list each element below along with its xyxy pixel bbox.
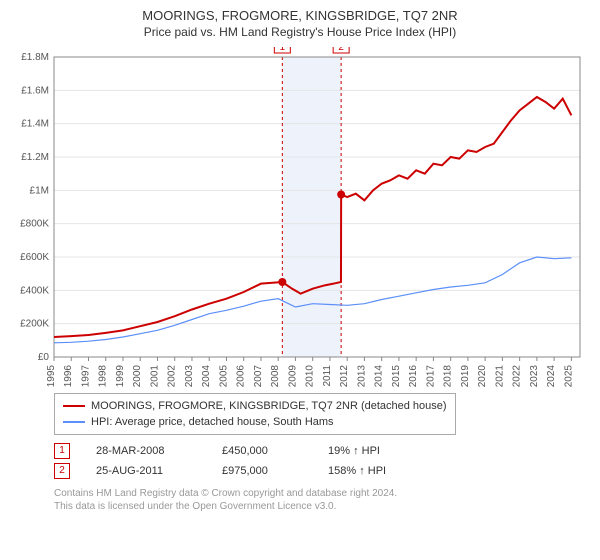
svg-text:2015: 2015 [391, 365, 402, 387]
svg-text:£1.4M: £1.4M [21, 119, 49, 130]
sale-diff: 158% ↑ HPI [328, 461, 428, 481]
svg-text:2004: 2004 [201, 365, 212, 387]
svg-text:£1.8M: £1.8M [21, 52, 49, 63]
svg-text:2011: 2011 [322, 365, 333, 387]
sale-price: £975,000 [222, 461, 302, 481]
svg-text:£800K: £800K [20, 219, 49, 230]
sale-row: 1 28-MAR-2008 £450,000 19% ↑ HPI [54, 441, 590, 461]
svg-text:2025: 2025 [563, 365, 574, 387]
svg-text:2007: 2007 [253, 365, 264, 387]
svg-text:2: 2 [338, 47, 344, 53]
legend: MOORINGS, FROGMORE, KINGSBRIDGE, TQ7 2NR… [54, 393, 456, 435]
svg-text:2022: 2022 [512, 365, 523, 387]
svg-text:1999: 1999 [115, 365, 126, 387]
svg-text:2006: 2006 [236, 365, 247, 387]
legend-item: HPI: Average price, detached house, Sout… [63, 414, 447, 430]
legend-swatch [63, 405, 85, 407]
sale-date: 25-AUG-2011 [96, 461, 196, 481]
svg-text:2008: 2008 [270, 365, 281, 387]
footer-attribution: Contains HM Land Registry data © Crown c… [54, 487, 590, 513]
footer-line2: This data is licensed under the Open Gov… [54, 500, 590, 513]
legend-label: HPI: Average price, detached house, Sout… [91, 414, 334, 430]
svg-text:2014: 2014 [374, 365, 385, 387]
legend-label: MOORINGS, FROGMORE, KINGSBRIDGE, TQ7 2NR… [91, 398, 447, 414]
sale-row: 2 25-AUG-2011 £975,000 158% ↑ HPI [54, 461, 590, 481]
svg-text:2020: 2020 [477, 365, 488, 387]
svg-text:2002: 2002 [167, 365, 178, 387]
svg-text:£1.2M: £1.2M [21, 152, 49, 163]
svg-text:£0: £0 [38, 352, 50, 363]
chart-area: £0 £200K £400K £600K £800K £1M £1.2M £1.4M £1.6M… [10, 47, 590, 387]
svg-text:2001: 2001 [149, 365, 160, 387]
svg-text:2009: 2009 [287, 365, 298, 387]
svg-text:2016: 2016 [408, 365, 419, 387]
chart-subtitle: Price paid vs. HM Land Registry's House … [10, 25, 590, 39]
svg-text:2023: 2023 [529, 365, 540, 387]
line-chart: £0 £200K £400K £600K £800K £1M £1.2M £1.4M £1.6M… [10, 47, 590, 387]
svg-text:£200K: £200K [20, 319, 49, 330]
svg-text:2003: 2003 [184, 365, 195, 387]
svg-text:1996: 1996 [63, 365, 74, 387]
svg-text:2019: 2019 [460, 365, 471, 387]
sales-table: 1 28-MAR-2008 £450,000 19% ↑ HPI 2 25-AUG-201… [54, 441, 590, 481]
chart-title: MOORINGS, FROGMORE, KINGSBRIDGE, TQ7 2NR [10, 8, 590, 23]
svg-text:2017: 2017 [425, 365, 436, 387]
svg-text:£600K: £600K [20, 252, 49, 263]
svg-text:2024: 2024 [546, 365, 557, 387]
legend-item: MOORINGS, FROGMORE, KINGSBRIDGE, TQ7 2NR… [63, 398, 447, 414]
sale-marker-icon: 1 [54, 443, 70, 459]
svg-text:2018: 2018 [443, 365, 454, 387]
sale-date: 28-MAR-2008 [96, 441, 196, 461]
svg-text:1: 1 [280, 47, 286, 53]
svg-text:1997: 1997 [80, 365, 91, 387]
sale-diff: 19% ↑ HPI [328, 441, 428, 461]
svg-text:2012: 2012 [339, 365, 350, 387]
legend-swatch [63, 421, 85, 423]
sale-price: £450,000 [222, 441, 302, 461]
svg-text:2013: 2013 [356, 365, 367, 387]
svg-text:£1M: £1M [30, 185, 49, 196]
footer-line1: Contains HM Land Registry data © Crown c… [54, 487, 590, 500]
svg-text:£400K: £400K [20, 285, 49, 296]
svg-text:2021: 2021 [494, 365, 505, 387]
svg-text:2000: 2000 [132, 365, 143, 387]
svg-text:2010: 2010 [305, 365, 316, 387]
svg-text:1998: 1998 [98, 365, 109, 387]
svg-text:2005: 2005 [218, 365, 229, 387]
svg-text:1995: 1995 [46, 365, 57, 387]
svg-text:£1.6M: £1.6M [21, 85, 49, 96]
sale-marker-icon: 2 [54, 463, 70, 479]
